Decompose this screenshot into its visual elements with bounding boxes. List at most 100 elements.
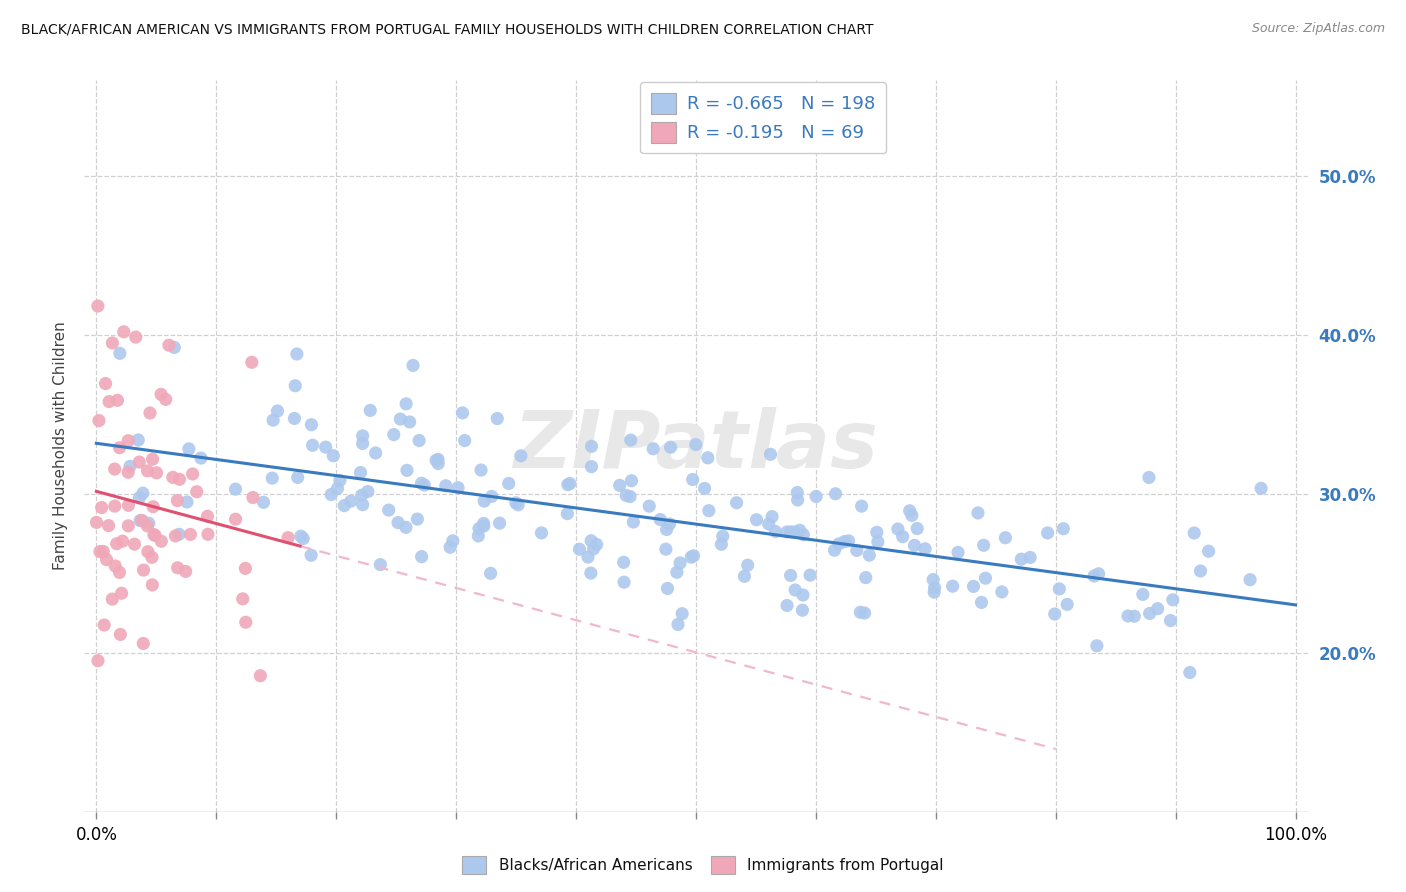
Point: [558, 476, 581, 491]
Point: [352, 429, 374, 443]
Point: [1043, 607, 1066, 621]
Point: [181, 467, 204, 481]
Point: [142, 452, 165, 467]
Point: [619, 490, 641, 504]
Point: [252, 495, 274, 509]
Point: [413, 478, 436, 492]
Point: [792, 527, 814, 541]
Point: [411, 476, 433, 491]
Point: [609, 478, 631, 492]
Point: [733, 569, 755, 583]
Point: [866, 525, 889, 540]
Point: [197, 509, 219, 524]
Point: [967, 506, 990, 520]
Point: [697, 504, 720, 518]
Point: [468, 521, 491, 535]
Point: [905, 522, 928, 536]
Text: BLACK/AFRICAN AMERICAN VS IMMIGRANTS FROM PORTUGAL FAMILY HOUSEHOLDS WITH CHILDR: BLACK/AFRICAN AMERICAN VS IMMIGRANTS FRO…: [21, 22, 873, 37]
Point: [710, 537, 733, 551]
Point: [177, 442, 200, 456]
Point: [398, 415, 420, 429]
Point: [143, 528, 166, 542]
Point: [914, 541, 936, 556]
Point: [145, 466, 167, 480]
Point: [157, 338, 180, 352]
Point: [711, 529, 734, 543]
Point: [1239, 573, 1261, 587]
Point: [776, 599, 799, 613]
Point: [340, 494, 363, 508]
Text: Source: ZipAtlas.com: Source: ZipAtlas.com: [1251, 22, 1385, 36]
Legend: Blacks/African Americans, Immigrants from Portugal: Blacks/African Americans, Immigrants fro…: [456, 850, 950, 880]
Point: [235, 561, 257, 575]
Point: [1182, 526, 1205, 541]
Point: [292, 532, 315, 546]
Point: [922, 585, 945, 599]
Point: [117, 519, 139, 533]
Point: [759, 447, 782, 461]
Point: [479, 566, 502, 581]
Point: [789, 523, 811, 537]
Point: [682, 549, 704, 563]
Point: [301, 438, 323, 452]
Point: [481, 490, 503, 504]
Point: [89, 544, 111, 558]
Point: [132, 563, 155, 577]
Point: [486, 411, 509, 425]
Point: [851, 499, 873, 513]
Point: [104, 558, 127, 573]
Point: [240, 355, 263, 369]
Point: [425, 453, 447, 467]
Point: [352, 436, 374, 450]
Point: [139, 406, 162, 420]
Point: [284, 378, 307, 392]
Point: [1250, 481, 1272, 495]
Text: ZIPatlas: ZIPatlas: [513, 407, 879, 485]
Point: [509, 449, 531, 463]
Point: [557, 477, 579, 491]
Point: [792, 588, 814, 602]
Point: [439, 540, 461, 554]
Point: [685, 437, 707, 451]
Point: [1085, 639, 1108, 653]
Point: [411, 549, 433, 564]
Point: [285, 347, 308, 361]
Point: [86, 516, 108, 530]
Point: [1178, 665, 1201, 680]
Point: [382, 427, 405, 442]
Point: [451, 406, 474, 420]
Point: [779, 524, 801, 539]
Point: [235, 615, 257, 630]
Point: [329, 474, 352, 488]
Point: [101, 336, 124, 351]
Point: [1132, 587, 1154, 601]
Point: [242, 491, 264, 505]
Point: [858, 548, 880, 562]
Point: [665, 566, 688, 580]
Point: [117, 465, 139, 479]
Point: [108, 566, 131, 580]
Point: [128, 491, 150, 505]
Point: [786, 485, 808, 500]
Point: [155, 392, 177, 407]
Point: [614, 488, 637, 502]
Point: [315, 440, 337, 454]
Point: [962, 579, 984, 593]
Point: [174, 565, 197, 579]
Point: [186, 484, 208, 499]
Point: [838, 533, 860, 548]
Point: [427, 457, 450, 471]
Point: [350, 488, 373, 502]
Point: [779, 568, 801, 582]
Point: [621, 515, 644, 529]
Point: [804, 490, 827, 504]
Point: [277, 531, 299, 545]
Point: [283, 411, 305, 425]
Point: [111, 534, 134, 549]
Point: [1083, 569, 1105, 583]
Point: [669, 556, 692, 570]
Point: [125, 330, 148, 344]
Point: [107, 393, 129, 408]
Point: [136, 519, 159, 533]
Point: [87, 414, 110, 428]
